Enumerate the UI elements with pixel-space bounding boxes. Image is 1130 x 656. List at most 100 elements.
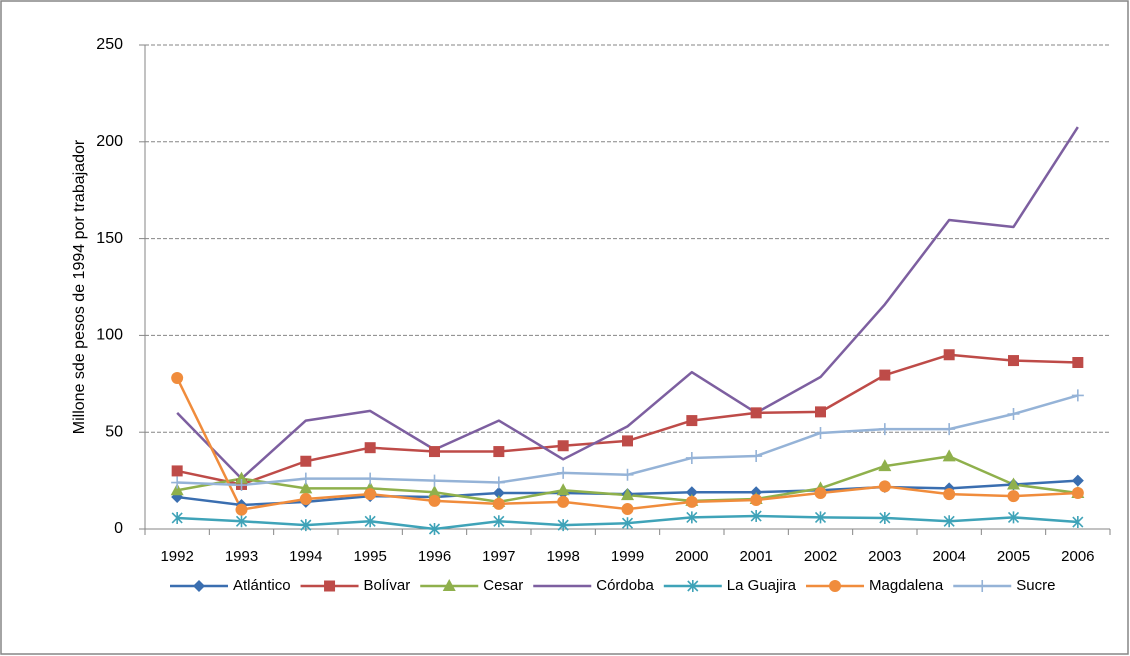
marker: [235, 479, 248, 492]
marker: [299, 472, 312, 485]
marker: [557, 519, 569, 532]
marker: [428, 523, 441, 535]
marker: [943, 349, 955, 361]
marker: [171, 511, 183, 524]
legend-label: Bolívar: [364, 577, 411, 594]
marker: [1007, 490, 1020, 503]
marker: [171, 465, 183, 477]
x-tick-label: 1994: [289, 548, 322, 565]
marker: [750, 510, 762, 523]
marker: [815, 406, 826, 418]
marker: [300, 519, 312, 532]
marker: [878, 480, 891, 493]
marker: [364, 488, 377, 501]
x-tick-label: 1993: [225, 548, 258, 565]
legend-label: Magdalena: [869, 577, 944, 594]
marker: [685, 486, 698, 499]
marker: [814, 486, 827, 499]
x-tick-label: 1998: [546, 548, 579, 565]
y-tick-label: 0: [114, 520, 123, 537]
legend-marker: [976, 580, 989, 592]
marker: [1008, 355, 1019, 367]
marker: [750, 407, 762, 419]
x-tick-label: 2006: [1061, 548, 1094, 565]
legend-marker: [193, 580, 205, 592]
marker: [492, 486, 505, 499]
x-tick-label: 1996: [418, 548, 451, 565]
marker: [299, 492, 312, 505]
marker: [943, 423, 956, 436]
marker: [1007, 408, 1020, 421]
marker: [879, 369, 891, 381]
marker: [429, 446, 440, 458]
y-axis-label: Millone sde pesos de 1994 por trabajador: [71, 139, 88, 434]
marker: [621, 517, 634, 530]
legend-marker: [687, 580, 699, 592]
x-tick-label: 2005: [997, 548, 1030, 565]
marker: [943, 515, 955, 528]
y-tick-label: 150: [96, 230, 123, 247]
marker: [300, 455, 312, 467]
legend-label: Atlántico: [233, 577, 291, 594]
marker: [493, 446, 505, 458]
legend-marker: [829, 580, 842, 592]
marker: [364, 472, 377, 485]
marker: [878, 459, 892, 472]
marker: [879, 511, 891, 524]
marker: [492, 497, 505, 510]
marker: [750, 493, 763, 506]
marker: [299, 481, 313, 494]
x-tick-label: 2002: [804, 548, 837, 565]
x-tick-label: 1997: [482, 548, 515, 565]
marker: [943, 488, 956, 501]
marker: [685, 495, 698, 508]
marker: [556, 483, 570, 496]
marker: [1007, 511, 1020, 524]
marker: [235, 515, 248, 528]
marker: [1007, 477, 1020, 490]
marker: [621, 503, 634, 516]
x-tick-label: 1995: [353, 548, 386, 565]
marker: [364, 515, 376, 528]
legend-label: Cesar: [483, 577, 523, 594]
marker: [1071, 474, 1084, 487]
marker: [364, 442, 376, 454]
x-tick-label: 2001: [739, 548, 772, 565]
marker: [492, 476, 505, 489]
marker: [621, 468, 634, 481]
marker: [557, 466, 570, 479]
marker: [814, 426, 827, 439]
marker: [1071, 486, 1084, 499]
marker: [428, 485, 441, 498]
legend-label: Córdoba: [596, 577, 654, 594]
series-line: [176, 126, 1079, 480]
marker: [428, 494, 441, 507]
y-tick-label: 100: [96, 327, 123, 344]
marker: [878, 423, 891, 436]
x-tick-label: 1992: [160, 548, 193, 565]
marker: [686, 415, 698, 427]
marker: [942, 449, 956, 462]
marker: [1072, 516, 1084, 529]
marker: [622, 435, 633, 447]
marker: [557, 495, 570, 508]
marker: [814, 511, 827, 524]
y-tick-label: 250: [96, 36, 123, 53]
marker: [685, 451, 698, 464]
x-tick-label: 2000: [675, 548, 708, 565]
x-tick-label: 2003: [868, 548, 901, 565]
marker: [235, 503, 248, 516]
marker: [170, 483, 184, 496]
x-tick-label: 2004: [932, 548, 965, 565]
x-tick-label: 1999: [611, 548, 644, 565]
y-tick-label: 50: [105, 423, 123, 440]
marker: [428, 474, 441, 487]
marker: [750, 450, 763, 463]
legend-marker: [442, 579, 456, 591]
marker: [1072, 357, 1084, 369]
y-tick-label: 200: [96, 133, 123, 150]
legend-label: La Guajira: [727, 577, 797, 594]
